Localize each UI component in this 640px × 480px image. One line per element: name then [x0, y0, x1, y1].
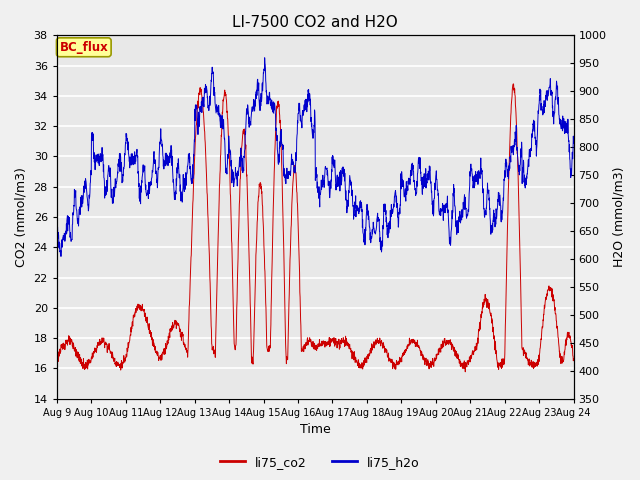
Title: LI-7500 CO2 and H2O: LI-7500 CO2 and H2O [232, 15, 398, 30]
Y-axis label: H2O (mmol/m3): H2O (mmol/m3) [612, 167, 625, 267]
X-axis label: Time: Time [300, 423, 331, 436]
Text: BC_flux: BC_flux [60, 41, 108, 54]
Legend: li75_co2, li75_h2o: li75_co2, li75_h2o [215, 451, 425, 474]
Y-axis label: CO2 (mmol/m3): CO2 (mmol/m3) [15, 167, 28, 267]
